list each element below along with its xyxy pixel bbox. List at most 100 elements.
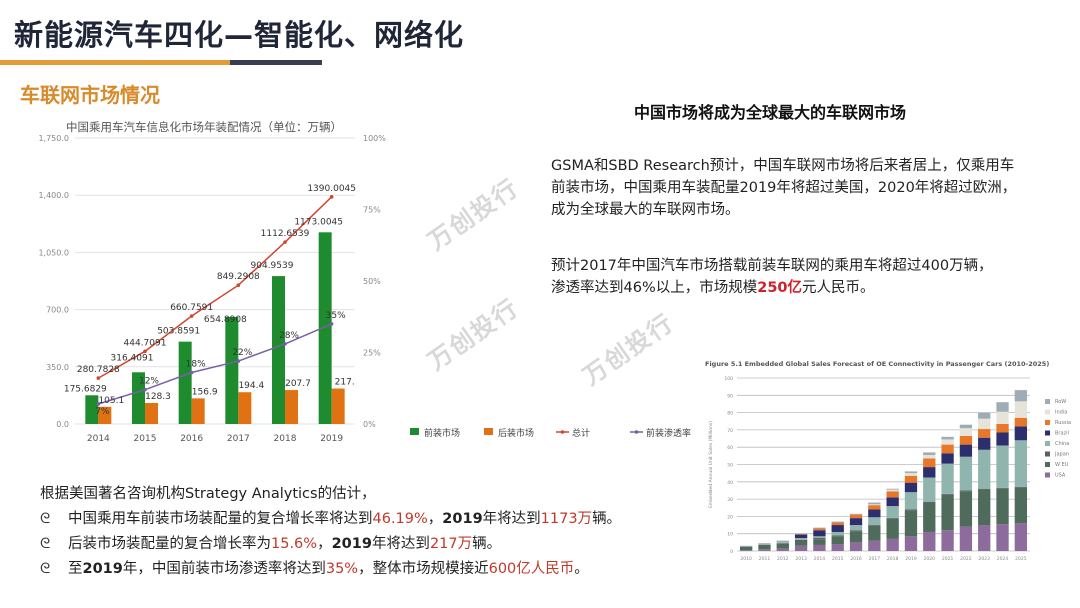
data-label: 1112.6539 [261,229,310,239]
stacked-segment-india [904,473,918,476]
stacked-segment-china [959,456,973,491]
b1-t6: 辆。 [592,511,622,527]
link-scribble-icon: ᘓ [40,561,51,577]
stacked-segment-brazil [794,534,808,539]
y-right-tick: 50% [363,277,381,286]
stacked-segment-russia [813,528,826,531]
stacked-segment-japan [904,509,918,511]
b3-t0: 至 [68,561,83,577]
legend-swatch [1045,420,1050,425]
stacked-segment-usa [758,549,771,551]
bar-oem [225,316,239,424]
b2-t3: 2019 [331,536,372,552]
stacked-segment-russia [886,491,899,498]
legend-swatch [1045,472,1050,478]
stacked-segment-row [941,436,954,440]
stacked-segment-china [996,445,1009,488]
line-point [189,314,194,318]
b3-t2: 年，中国前装市场渗透率将达到 [122,561,326,577]
x-tick: 2014 [814,556,826,562]
stacked-segment-india [886,489,899,492]
stacked-segment-w-eu [1014,487,1027,524]
stacked-segment-japan [978,488,991,490]
p2-highlight: 250亿 [757,280,803,296]
stacked-segment-china [813,536,826,539]
stacked-segment-w-eu [776,543,789,549]
line-point [143,349,147,354]
bullet-3: ᘓ 至2019年，中国前装市场渗透率将达到35%，整体市场规模接近600亿人民币。 [40,557,589,578]
data-label: 316.4091 [111,353,154,363]
stacked-segment-india [868,504,881,506]
stacked-segment-brazil [849,518,863,526]
legend-label: 前装市场 [424,427,460,439]
b1-t5: 1173万 [540,511,593,527]
legend-label: Russia [1055,420,1071,426]
x-tick: 2016 [180,434,203,444]
data-label: 1390.0045 [307,184,356,194]
y-tick: 50 [727,463,733,469]
line-penetration [98,323,332,405]
legend-label: Japan [1054,452,1069,458]
stacked-segment-china [904,492,918,510]
stacked-segment-japan [849,530,863,532]
stacked-segment-usa [996,524,1009,551]
stacked-segment-w-eu [941,494,954,531]
stacked-segment-w-eu [813,539,826,545]
b2-t6: 辆。 [472,536,502,552]
legend-swatch [410,428,419,435]
stacked-segment-row [996,402,1009,412]
x-tick: 2014 [87,434,110,444]
stacked-segment-row [758,543,771,545]
stacked-segment-brazil [813,530,826,537]
y-right-tick: 0% [363,420,376,429]
y-tick: 80 [727,411,733,417]
stacked-segment-russia [1014,417,1027,427]
y-tick: 0 [730,549,733,555]
y-left-tick: 700.0 [46,306,69,315]
stacked-segment-w-eu [904,510,918,537]
stacked-segment-japan [923,501,936,503]
x-tick: 2013 [795,556,807,562]
data-label: 654.8908 [204,315,247,325]
p2-text: 预计2017年中国汽车市场搭载前装车联网的乘用车将超过400万辆，渗透率达到46… [551,258,993,296]
line-point [329,322,334,326]
section-subtitle: 车联网市场情况 [20,83,160,107]
legend-label: 后装市场 [498,427,534,439]
stacked-segment-brazil [978,437,991,450]
stacked-segment-row [831,521,844,523]
slide-title: 新能源汽车四化—智能化、网络化 [14,18,465,52]
stacked-segment-usa [813,544,826,551]
line-point [96,376,101,380]
stacked-segment-row [1014,390,1027,402]
link-scribble-icon: ᘓ [40,511,51,527]
legend-swatch [1045,451,1050,457]
legend-swatch [1045,430,1050,436]
legend-swatch [484,428,493,435]
stacked-segment-usa [849,542,863,551]
line-total [97,196,333,379]
stacked-segment-china [868,517,881,526]
x-tick: 2022 [960,556,972,562]
stacked-segment-brazil [959,444,973,457]
stacked-segment-china [831,531,844,536]
y-right-tick: 100% [363,134,386,143]
stacked-segment-india [1014,401,1027,418]
b2-t0: 后装市场装配量的复合增长率为 [68,536,271,552]
stacked-segment-w-eu [923,502,936,532]
x-tick: 2015 [832,556,844,562]
stacked-segment-row [776,540,789,543]
x-tick: 2021 [942,556,954,562]
stacked-segment-usa [868,540,881,551]
y-tick: 90 [727,393,733,399]
line-point [143,387,147,392]
data-label: 128.3 [145,392,171,402]
data-label: 22% [232,348,252,358]
stacked-segment-russia [978,429,991,438]
right-paragraph-1: GSMA和SBD Research预计，中国车联网市场将后来者居上，仅乘用车前装… [551,158,1017,218]
stacked-segment-japan [813,538,826,540]
stacked-segment-w-eu [831,536,844,545]
stacked-segment-china [1014,440,1027,487]
data-label: 444.7091 [124,338,167,348]
legend-label: RoW [1055,399,1066,405]
stacked-segment-usa [1014,523,1027,551]
